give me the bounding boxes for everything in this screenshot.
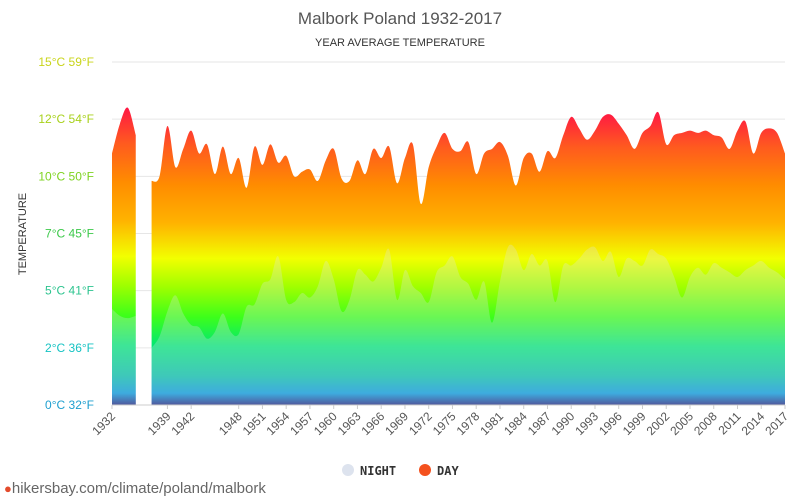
x-tick-label: 2005 <box>667 409 696 438</box>
y-tick-label: 7°C 45°F <box>45 227 94 241</box>
legend-label-night: NIGHT <box>360 464 396 478</box>
x-tick-label: 1942 <box>169 409 198 438</box>
location-pin-icon: ● <box>4 481 12 496</box>
x-tick-label: 1987 <box>525 409 554 438</box>
x-tick-label: 1999 <box>620 409 649 438</box>
x-tick-label: 1984 <box>501 409 530 438</box>
x-tick-label: 1975 <box>430 409 459 438</box>
x-tick-label: 1963 <box>335 409 364 438</box>
x-tick-label: 2008 <box>691 409 720 438</box>
legend-marker-night <box>342 464 354 476</box>
y-tick-label: 15°C 59°F <box>38 55 94 69</box>
x-tick-label: 1957 <box>287 409 316 438</box>
x-tick-label: 2017 <box>762 409 791 438</box>
y-axis-title: TEMPERATURE <box>17 193 29 275</box>
y-tick-label: 12°C 54°F <box>38 112 94 126</box>
source-text: hikersbay.com/climate/poland/malbork <box>11 480 266 497</box>
x-tick-label: 2011 <box>715 409 743 437</box>
y-axis-ticks: 0°C 32°F 2°C 36°F 5°C 41°F 7°C 45°F 10°C 50°… <box>38 55 94 412</box>
x-tick-label: 1954 <box>264 409 293 438</box>
plot-area <box>112 107 785 406</box>
y-tick-label: 2°C 36°F <box>45 341 94 355</box>
night-area <box>112 308 136 405</box>
legend-marker-day <box>419 464 431 476</box>
day-area <box>151 111 785 405</box>
x-tick-label: 1960 <box>311 409 340 438</box>
x-tick-label: 1932 <box>89 409 118 438</box>
chart-subtitle: YEAR AVERAGE TEMPERATURE <box>315 37 485 49</box>
chart-title: Malbork Poland 1932-2017 <box>298 9 502 28</box>
x-tick-label: 2002 <box>644 409 673 438</box>
y-tick-label: 0°C 32°F <box>45 398 94 412</box>
x-tick-label: 2014 <box>739 409 768 438</box>
day-area <box>112 107 136 405</box>
y-tick-label: 5°C 41°F <box>45 284 94 298</box>
x-tick-label: 1993 <box>572 409 601 438</box>
x-tick-label: 1939 <box>145 409 174 438</box>
legend: NIGHT DAY <box>342 464 459 478</box>
night-area <box>151 244 785 405</box>
x-tick-label: 1969 <box>382 409 411 438</box>
x-tick-label: 1996 <box>596 409 625 438</box>
legend-label-day: DAY <box>437 464 459 478</box>
x-tick-label: 1966 <box>359 409 388 438</box>
x-tick-label: 1951 <box>240 409 269 438</box>
x-tick-label: 1990 <box>549 409 578 438</box>
x-tick-label: 1972 <box>406 409 435 438</box>
y-tick-label: 10°C 50°F <box>38 169 94 183</box>
x-tick-label: 1948 <box>216 409 245 438</box>
x-tick-label: 1981 <box>477 409 506 438</box>
x-tick-label: 1978 <box>454 409 483 438</box>
source-link[interactable]: ●hikersbay.com/climate/poland/malbork <box>4 480 266 497</box>
